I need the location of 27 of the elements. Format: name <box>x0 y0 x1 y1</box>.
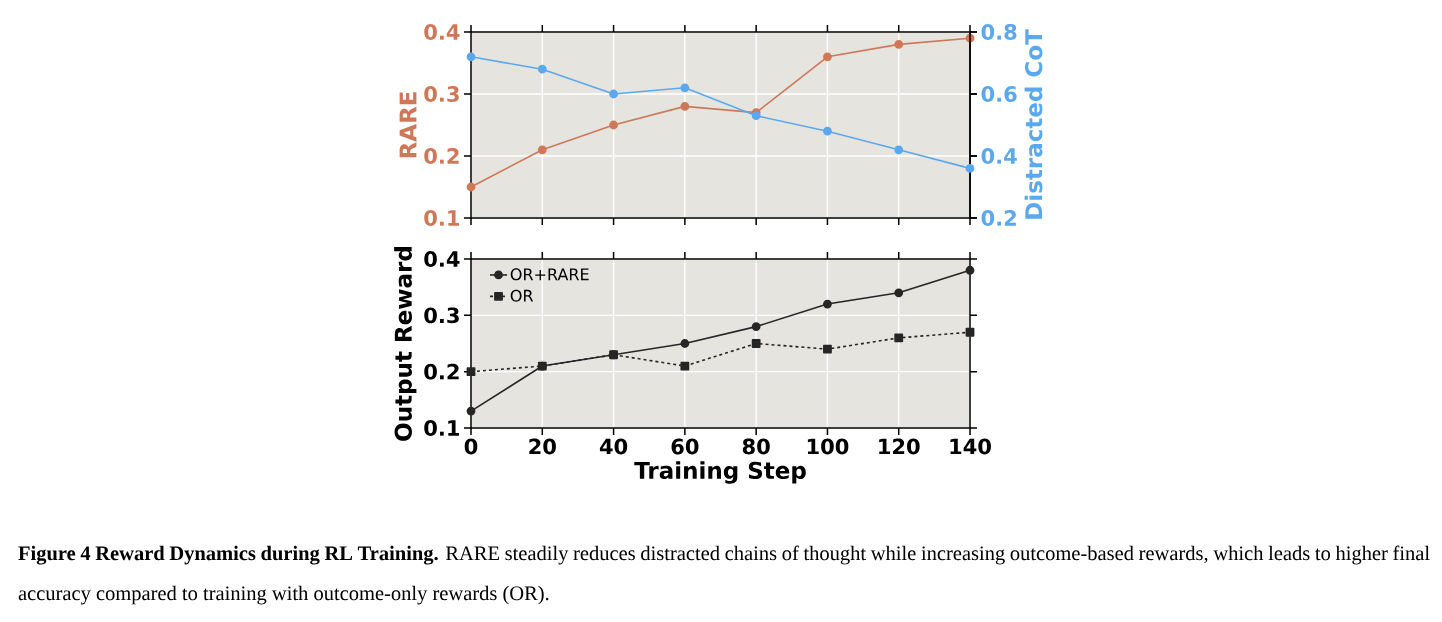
y-tick-label: 0.2 <box>424 363 459 380</box>
y2-tick-label: 0.6 <box>981 86 1017 102</box>
y-tick-label: 0.3 <box>424 307 459 324</box>
y2-tick-label: 0.8 <box>981 24 1017 40</box>
y-tick-label: 0.1 <box>424 210 460 226</box>
legend-label: OR+RARE <box>510 268 589 281</box>
y-tick-label: 0.1 <box>424 420 460 436</box>
y-tick-label: 0.2 <box>424 148 459 164</box>
y-tick-label: 0.4 <box>424 251 460 267</box>
x-tick-label: 140 <box>950 438 991 455</box>
y-axis-title: RARE <box>399 92 417 158</box>
x-tick-label: 80 <box>742 438 770 455</box>
x-tick-label: 20 <box>529 438 556 455</box>
y-tick-label: 0.3 <box>424 86 459 102</box>
x-tick-label: 100 <box>807 438 849 455</box>
y2-axis-title: Distracted CoT <box>1024 29 1043 219</box>
x-tick-label: 0 <box>464 438 478 455</box>
x-tick-label: 120 <box>879 438 920 455</box>
x-tick-label: 60 <box>671 438 699 455</box>
y2-tick-label: 0.2 <box>981 210 1016 226</box>
y-tick-label: 0.4 <box>424 24 460 40</box>
y-axis-title: Output Reward <box>394 247 417 441</box>
y2-tick-label: 0.4 <box>981 148 1017 164</box>
legend-label: OR <box>510 289 534 302</box>
x-tick-label: 40 <box>599 438 628 455</box>
text: Figure 4 Reward Dynamics during RL Training. RARE steadily reduces distracted chains of thought while increasing outcome-based rewards, which leads to higher final accuracy compared to training with outcome-only rewards (OR). <box>18 545 1430 605</box>
x-axis-title: Training Step <box>634 461 806 484</box>
